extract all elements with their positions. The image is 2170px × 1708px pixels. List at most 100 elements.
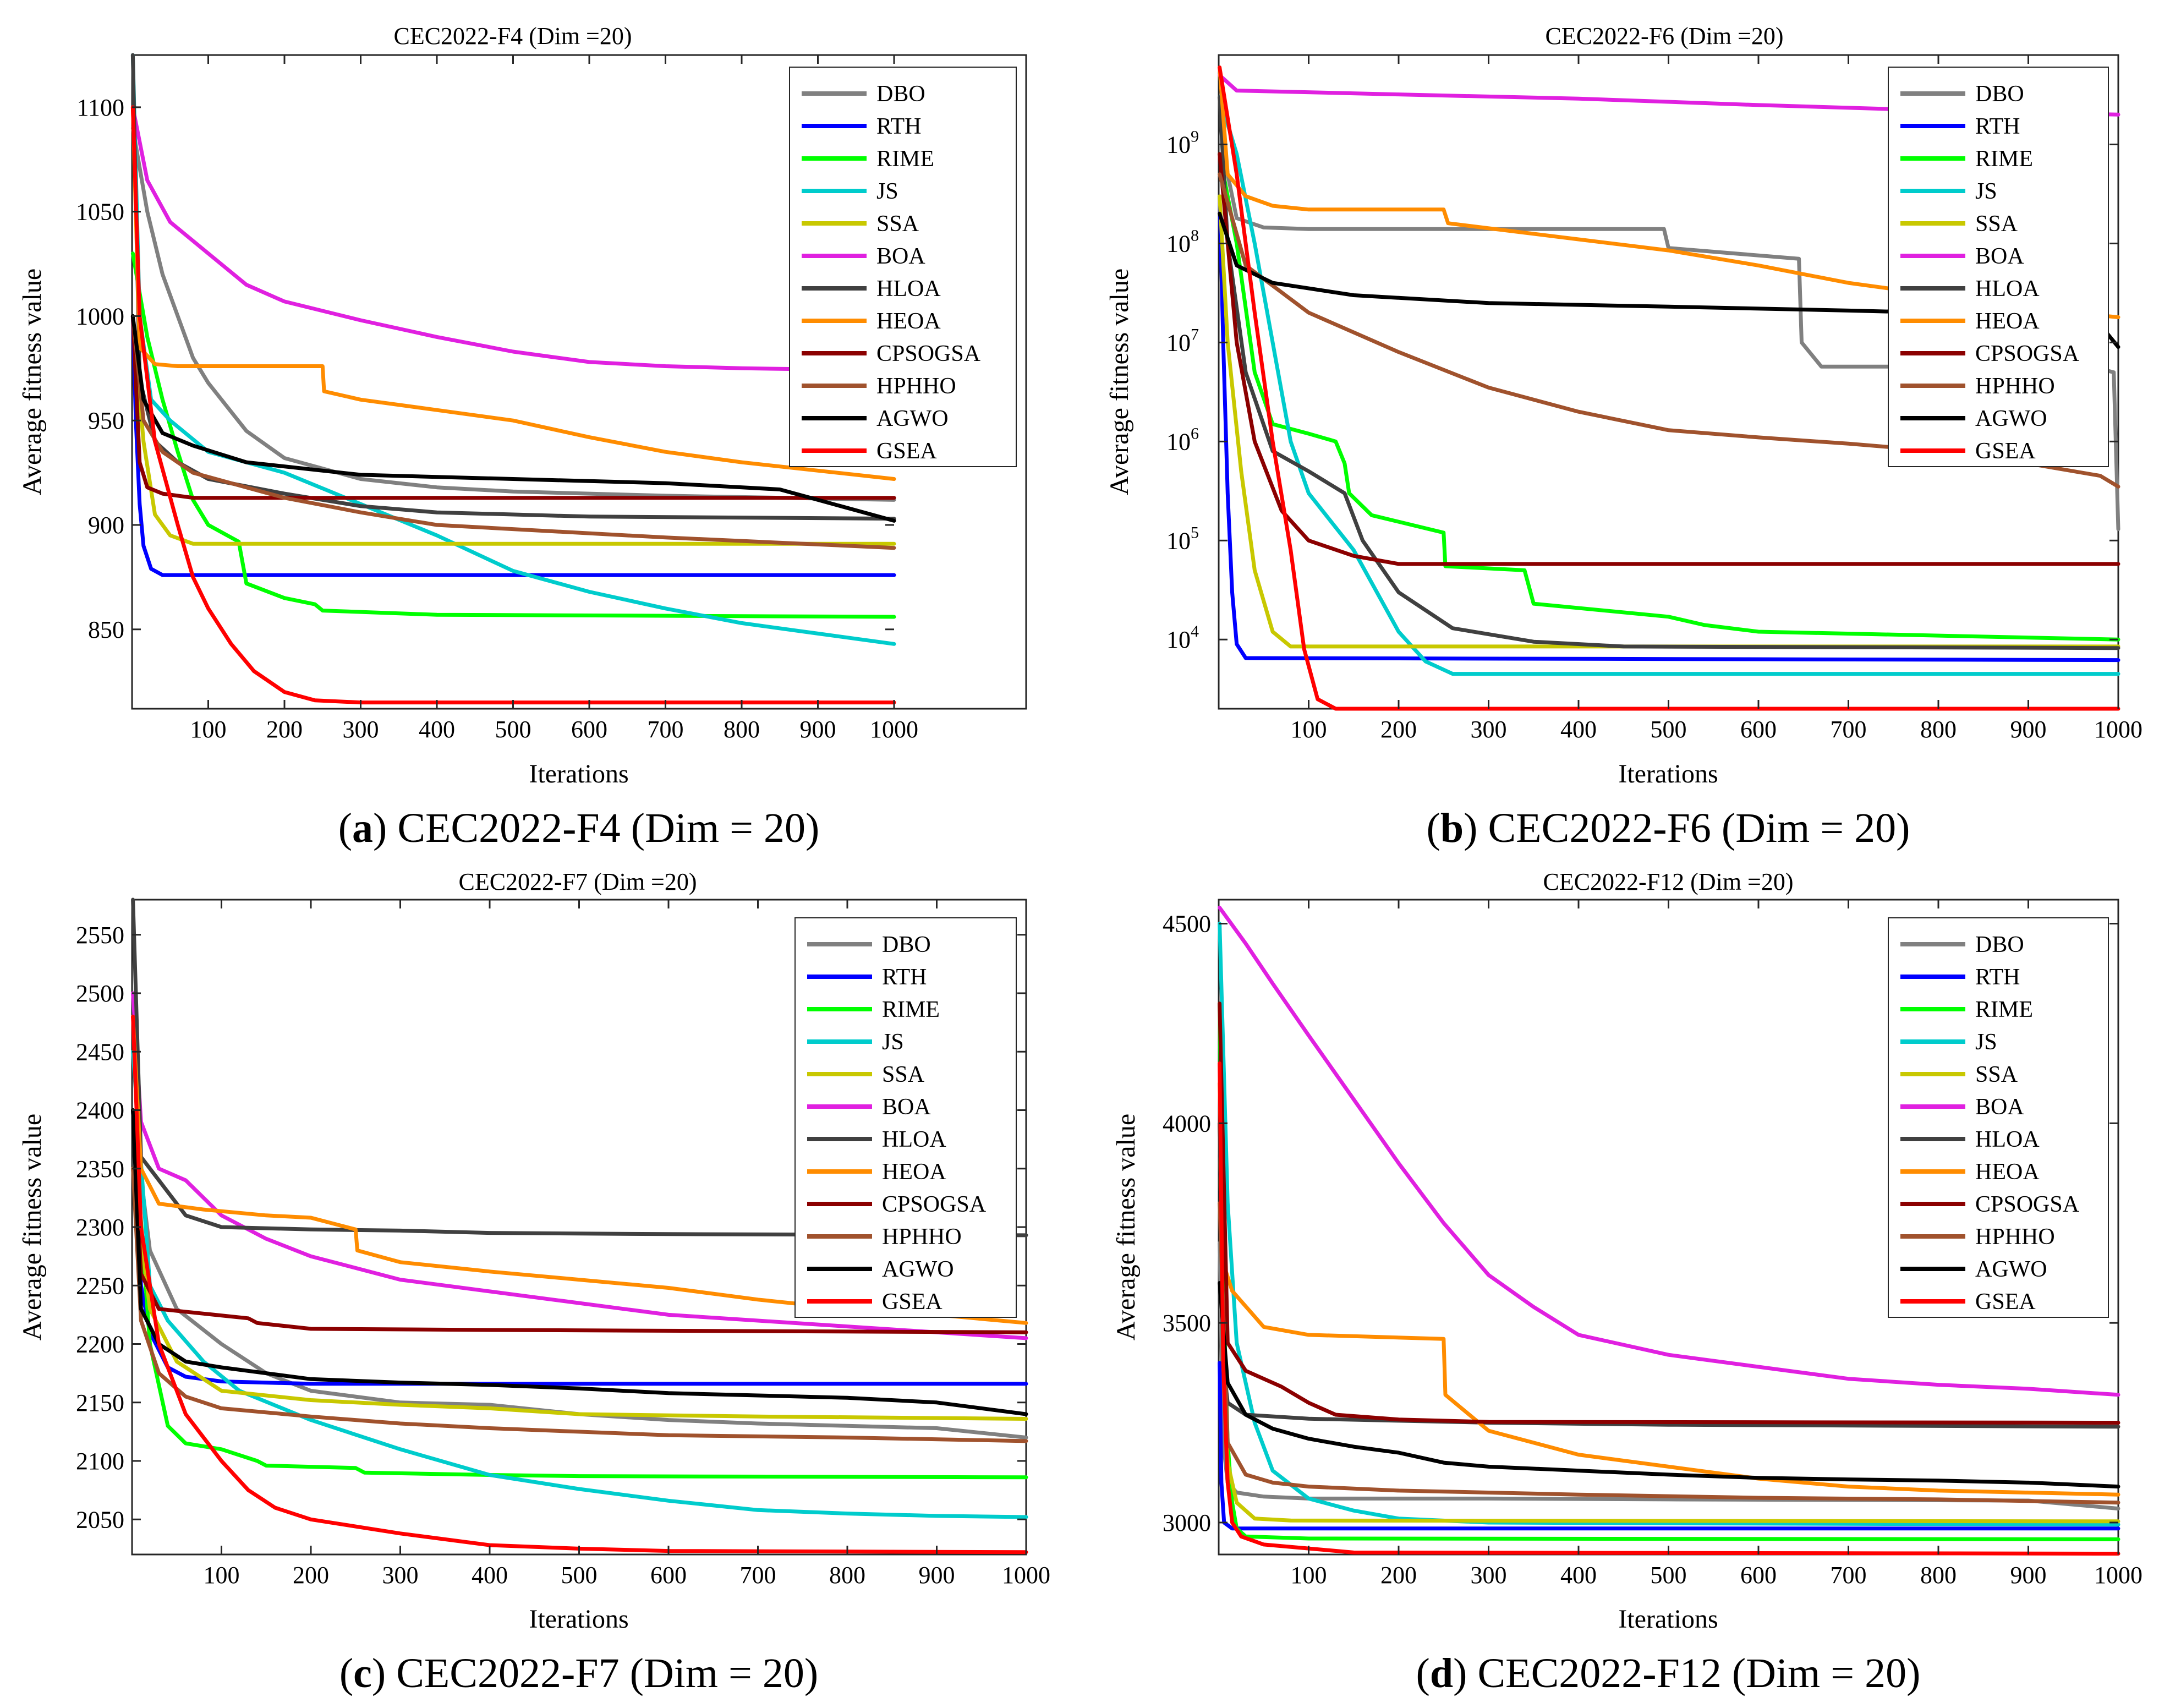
panel-b: CEC2022-F6 (Dim =20) 100 200 300 400 500 600 7… (1105, 23, 2142, 851)
x-tick-label: 900 (2010, 716, 2047, 743)
legend-item: RTH (1900, 965, 2020, 990)
series-line-rime (130, 251, 896, 619)
legend: DBO RTH RIME JS SSA BOA HLOA HEOA CPSOGSA HPHHO AG… (1888, 917, 2109, 1318)
legend-item: BOA (1900, 244, 2024, 269)
series-line-boa (131, 991, 1028, 1340)
y-tick-label: 105 (1166, 523, 1199, 554)
x-tick-label: 100 (1291, 716, 1327, 743)
series-line-cpsogsa (1218, 152, 2120, 566)
legend-item: RTH (802, 114, 921, 139)
x-tick-label: 400 (1560, 1562, 1597, 1589)
series-line-rth (131, 1108, 1028, 1386)
caption-letter: c (353, 1650, 372, 1696)
legend-item: JS (802, 179, 898, 204)
series-line-cpsogsa (130, 314, 896, 500)
y-tick-label: 3000 (1163, 1509, 1211, 1536)
legend-item: AGWO (802, 406, 949, 431)
y-tick-label: 2450 (76, 1038, 124, 1065)
legend-label: RTH (1975, 114, 2020, 139)
legend-item: DBO (1900, 81, 2024, 107)
legend-label: HEOA (1975, 1159, 2040, 1185)
y-tick-label: 2500 (76, 980, 124, 1007)
y-tick-label: 1100 (77, 94, 124, 121)
x-axis-label: Iterations (529, 1605, 628, 1634)
series-line-agwo (130, 314, 896, 523)
y-ticks: 104 105 106 107 108 109 (1166, 128, 2118, 653)
x-tick-label: 800 (829, 1562, 865, 1589)
legend-box (794, 917, 1017, 1318)
legend-label: HLOA (1975, 276, 2040, 302)
legend-label: GSEA (876, 439, 937, 464)
x-tick-label: 400 (419, 716, 455, 743)
legend-box (1888, 917, 2109, 1318)
x-axis-label: Iterations (1618, 1605, 1718, 1634)
legend-label: HEOA (1975, 309, 2040, 334)
legend-label: AGWO (1975, 1257, 2047, 1282)
legend-item: JS (1900, 179, 1997, 204)
legend-label: DBO (876, 81, 925, 107)
legend-label: HEOA (882, 1159, 946, 1185)
legend-label: SSA (882, 1062, 925, 1087)
legend-label: BOA (876, 244, 925, 269)
legend-label: BOA (1975, 244, 2024, 269)
series-line-heoa (130, 105, 896, 481)
series-line-agwo (1218, 1281, 2120, 1489)
x-axis-label: Iterations (529, 759, 628, 789)
legend-label: AGWO (882, 1257, 954, 1282)
series-line-cpsogsa (1218, 1001, 2120, 1425)
legend-label: JS (1975, 1030, 1997, 1055)
legend-label: HPHHO (1975, 1224, 2055, 1250)
legend-item: HEOA (1900, 1159, 2040, 1185)
x-ticks: 100 200 300 400 500 600 700 800 900 1000 (190, 55, 918, 743)
y-tick-label: 4000 (1163, 1110, 1211, 1137)
legend-item: RIME (807, 997, 940, 1022)
series-line-hphho (1218, 1201, 2120, 1505)
y-ticks: 3000 3500 4000 4500 (1163, 911, 2118, 1536)
legend-label: GSEA (882, 1289, 942, 1315)
panel-title: CEC2022-F12 (Dim =20) (1543, 868, 1793, 895)
x-tick-label: 500 (561, 1562, 598, 1589)
legend-label: JS (1975, 179, 1997, 204)
legend-item: AGWO (1900, 406, 2047, 431)
legend-label: DBO (882, 932, 931, 957)
caption-text: CEC2022-F7 (Dim = 20) (396, 1650, 818, 1696)
x-tick-label: 700 (1831, 716, 1867, 743)
x-tick-label: 300 (1471, 716, 1507, 743)
legend-item: AGWO (1900, 1257, 2047, 1282)
caption-letter: a (352, 805, 373, 851)
y-tick-label: 106 (1166, 424, 1199, 455)
y-axis-label: Average fitness value (1111, 1114, 1141, 1340)
legend-label: SSA (1975, 211, 2018, 237)
legend-item: HEOA (802, 309, 941, 334)
legend-item: HLOA (1900, 276, 2040, 302)
legend-label: BOA (1975, 1094, 2024, 1120)
legend-item: JS (807, 1030, 904, 1055)
panel-title: CEC2022-F6 (Dim =20) (1545, 23, 1783, 50)
series-line-rime (131, 1108, 1028, 1480)
x-tick-label: 500 (1651, 716, 1687, 743)
y-tick-label: 2200 (76, 1331, 124, 1358)
x-ticks: 100 200 300 400 500 600 700 800 900 1000 (204, 900, 1050, 1589)
series-line-js (131, 1049, 1028, 1519)
y-tick-label: 1050 (76, 199, 124, 226)
x-tick-label: 200 (266, 716, 303, 743)
y-tick-label: 900 (88, 512, 124, 539)
legend-label: HPHHO (1975, 374, 2055, 399)
y-tick-label: 2550 (76, 922, 124, 949)
series-line-gsea (1218, 65, 2120, 711)
legend-item: GSEA (807, 1289, 942, 1315)
series-line-js (1218, 922, 2120, 1527)
y-tick-label: 4500 (1163, 911, 1211, 938)
legend-item: HPHHO (807, 1224, 962, 1250)
x-tick-label: 400 (1560, 716, 1597, 743)
x-tick-label: 500 (495, 716, 531, 743)
x-tick-label: 600 (650, 1562, 687, 1589)
legend-item: DBO (1900, 932, 2024, 957)
x-ticks: 100 200 300 400 500 600 700 800 900 1000 (1291, 900, 2142, 1589)
legend-item: CPSOGSA (1900, 1192, 2080, 1217)
x-tick-label: 100 (1291, 1562, 1327, 1589)
legend-item: GSEA (802, 439, 937, 464)
legend-item: HEOA (1900, 309, 2040, 334)
x-tick-label: 600 (571, 716, 607, 743)
legend-label: SSA (1975, 1062, 2018, 1087)
